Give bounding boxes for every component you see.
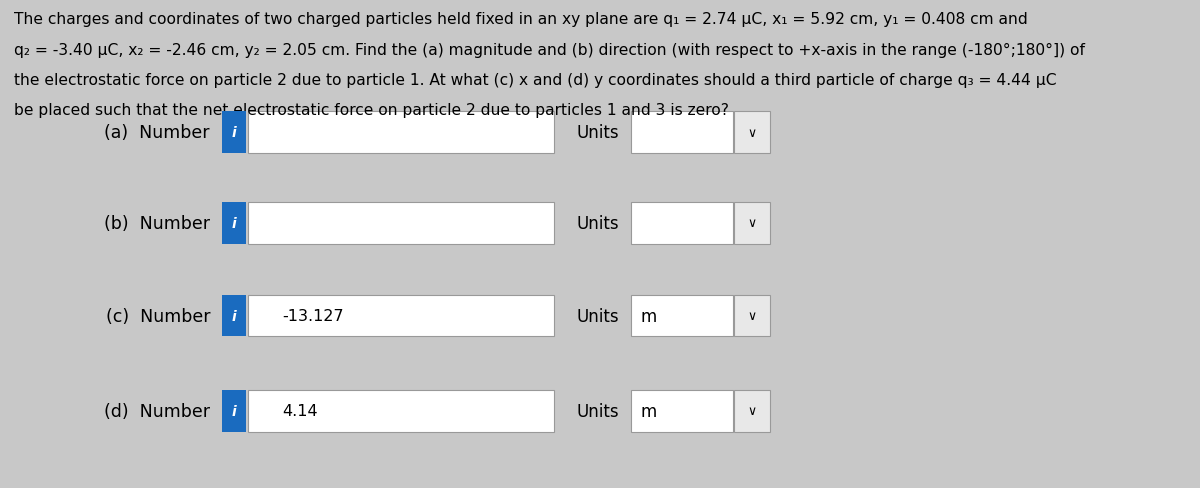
Text: The charges and coordinates of two charged particles held fixed in an xy plane a: The charges and coordinates of two charg… bbox=[14, 12, 1028, 27]
Text: Units: Units bbox=[576, 402, 619, 420]
Text: q₂ = -3.40 μC, x₂ = -2.46 cm, y₂ = 2.05 cm. Find the (a) magnitude and (b) direc: q₂ = -3.40 μC, x₂ = -2.46 cm, y₂ = 2.05 … bbox=[14, 42, 1086, 58]
FancyBboxPatch shape bbox=[631, 295, 733, 337]
Text: -13.127: -13.127 bbox=[282, 308, 343, 324]
Text: (b)  Number: (b) Number bbox=[104, 214, 210, 232]
Text: the electrostatic force on particle 2 due to particle 1. At what (c) x and (d) y: the electrostatic force on particle 2 du… bbox=[14, 73, 1057, 88]
Text: 4.14: 4.14 bbox=[282, 404, 318, 419]
Text: ∨: ∨ bbox=[748, 217, 757, 230]
FancyBboxPatch shape bbox=[734, 390, 770, 432]
Text: ∨: ∨ bbox=[748, 126, 757, 140]
FancyBboxPatch shape bbox=[248, 295, 554, 337]
Text: ∨: ∨ bbox=[748, 309, 757, 323]
Text: Units: Units bbox=[576, 214, 619, 232]
FancyBboxPatch shape bbox=[734, 203, 770, 244]
Text: i: i bbox=[232, 404, 236, 418]
Text: be placed such that the net electrostatic force on particle 2 due to particles 1: be placed such that the net electrostati… bbox=[14, 103, 730, 118]
FancyBboxPatch shape bbox=[222, 203, 246, 244]
Text: (a)  Number: (a) Number bbox=[104, 124, 210, 142]
FancyBboxPatch shape bbox=[631, 203, 733, 244]
Text: i: i bbox=[232, 126, 236, 140]
FancyBboxPatch shape bbox=[248, 203, 554, 244]
Text: Units: Units bbox=[576, 124, 619, 142]
FancyBboxPatch shape bbox=[222, 112, 246, 154]
Text: Units: Units bbox=[576, 307, 619, 325]
Text: m: m bbox=[641, 402, 658, 420]
FancyBboxPatch shape bbox=[631, 112, 733, 154]
Text: ∨: ∨ bbox=[748, 405, 757, 418]
FancyBboxPatch shape bbox=[222, 390, 246, 432]
FancyBboxPatch shape bbox=[734, 112, 770, 154]
FancyBboxPatch shape bbox=[222, 295, 246, 337]
Text: i: i bbox=[232, 216, 236, 230]
FancyBboxPatch shape bbox=[248, 112, 554, 154]
FancyBboxPatch shape bbox=[248, 390, 554, 432]
Text: i: i bbox=[232, 309, 236, 323]
Text: (c)  Number: (c) Number bbox=[106, 307, 210, 325]
Text: m: m bbox=[641, 307, 658, 325]
Text: (d)  Number: (d) Number bbox=[104, 402, 210, 420]
FancyBboxPatch shape bbox=[734, 295, 770, 337]
FancyBboxPatch shape bbox=[631, 390, 733, 432]
